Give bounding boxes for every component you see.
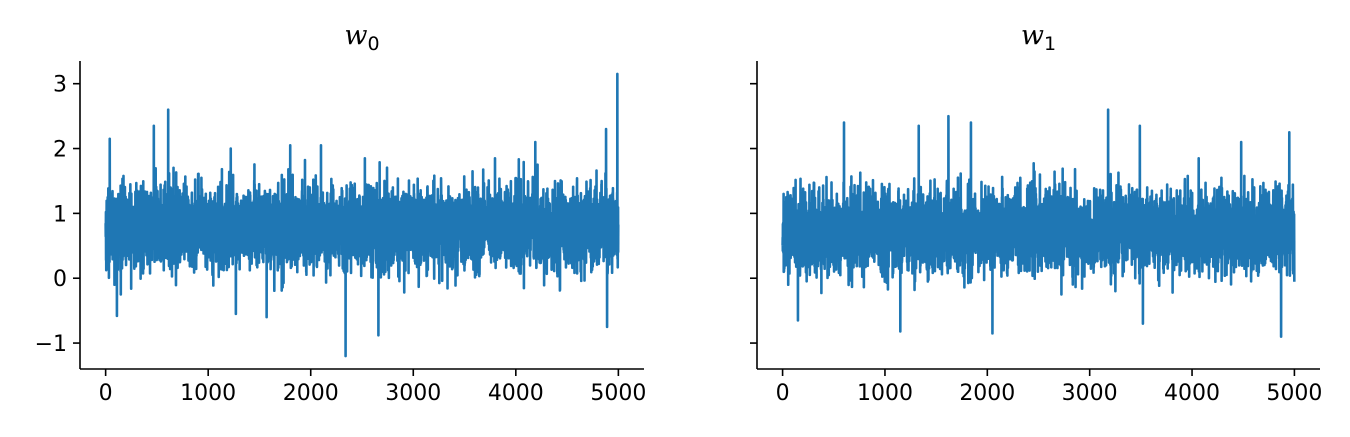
trace-line-series-1 [781, 108, 1296, 338]
x-tick-label: 2000 [959, 381, 1015, 406]
x-tick-label: 4000 [488, 381, 544, 406]
y-tick-label: 3 [53, 73, 67, 98]
chart-panel-1: 0 1000 2000 3000 4000 5000 w1 [750, 20, 1322, 406]
trace-line-series-0 [104, 72, 620, 358]
x-tick-label: 5000 [1266, 381, 1322, 406]
x-tick-label: 0 [99, 381, 113, 406]
y-tick-label: 1 [53, 202, 67, 227]
x-tick-label: 1000 [180, 381, 236, 406]
y-tick-label: 2 [53, 138, 67, 163]
x-tick-label: 0 [776, 381, 790, 406]
x-tick-label: 3000 [1062, 381, 1118, 406]
x-tick-label: 3000 [385, 381, 441, 406]
x-tick-label: 1000 [857, 381, 913, 406]
x-tick-label: 2000 [283, 381, 339, 406]
y-tick-label: 0 [53, 267, 67, 292]
x-tick-label: 5000 [590, 381, 646, 406]
x-tick-label: 4000 [1164, 381, 1220, 406]
chart-title: w0 [344, 20, 379, 55]
chart-panel-0: 0 1000 2000 3000 4000 5000 −1 0 1 2 3 w0 [35, 20, 647, 406]
y-tick-label: −1 [35, 332, 67, 357]
chart-title: w1 [1021, 20, 1056, 55]
